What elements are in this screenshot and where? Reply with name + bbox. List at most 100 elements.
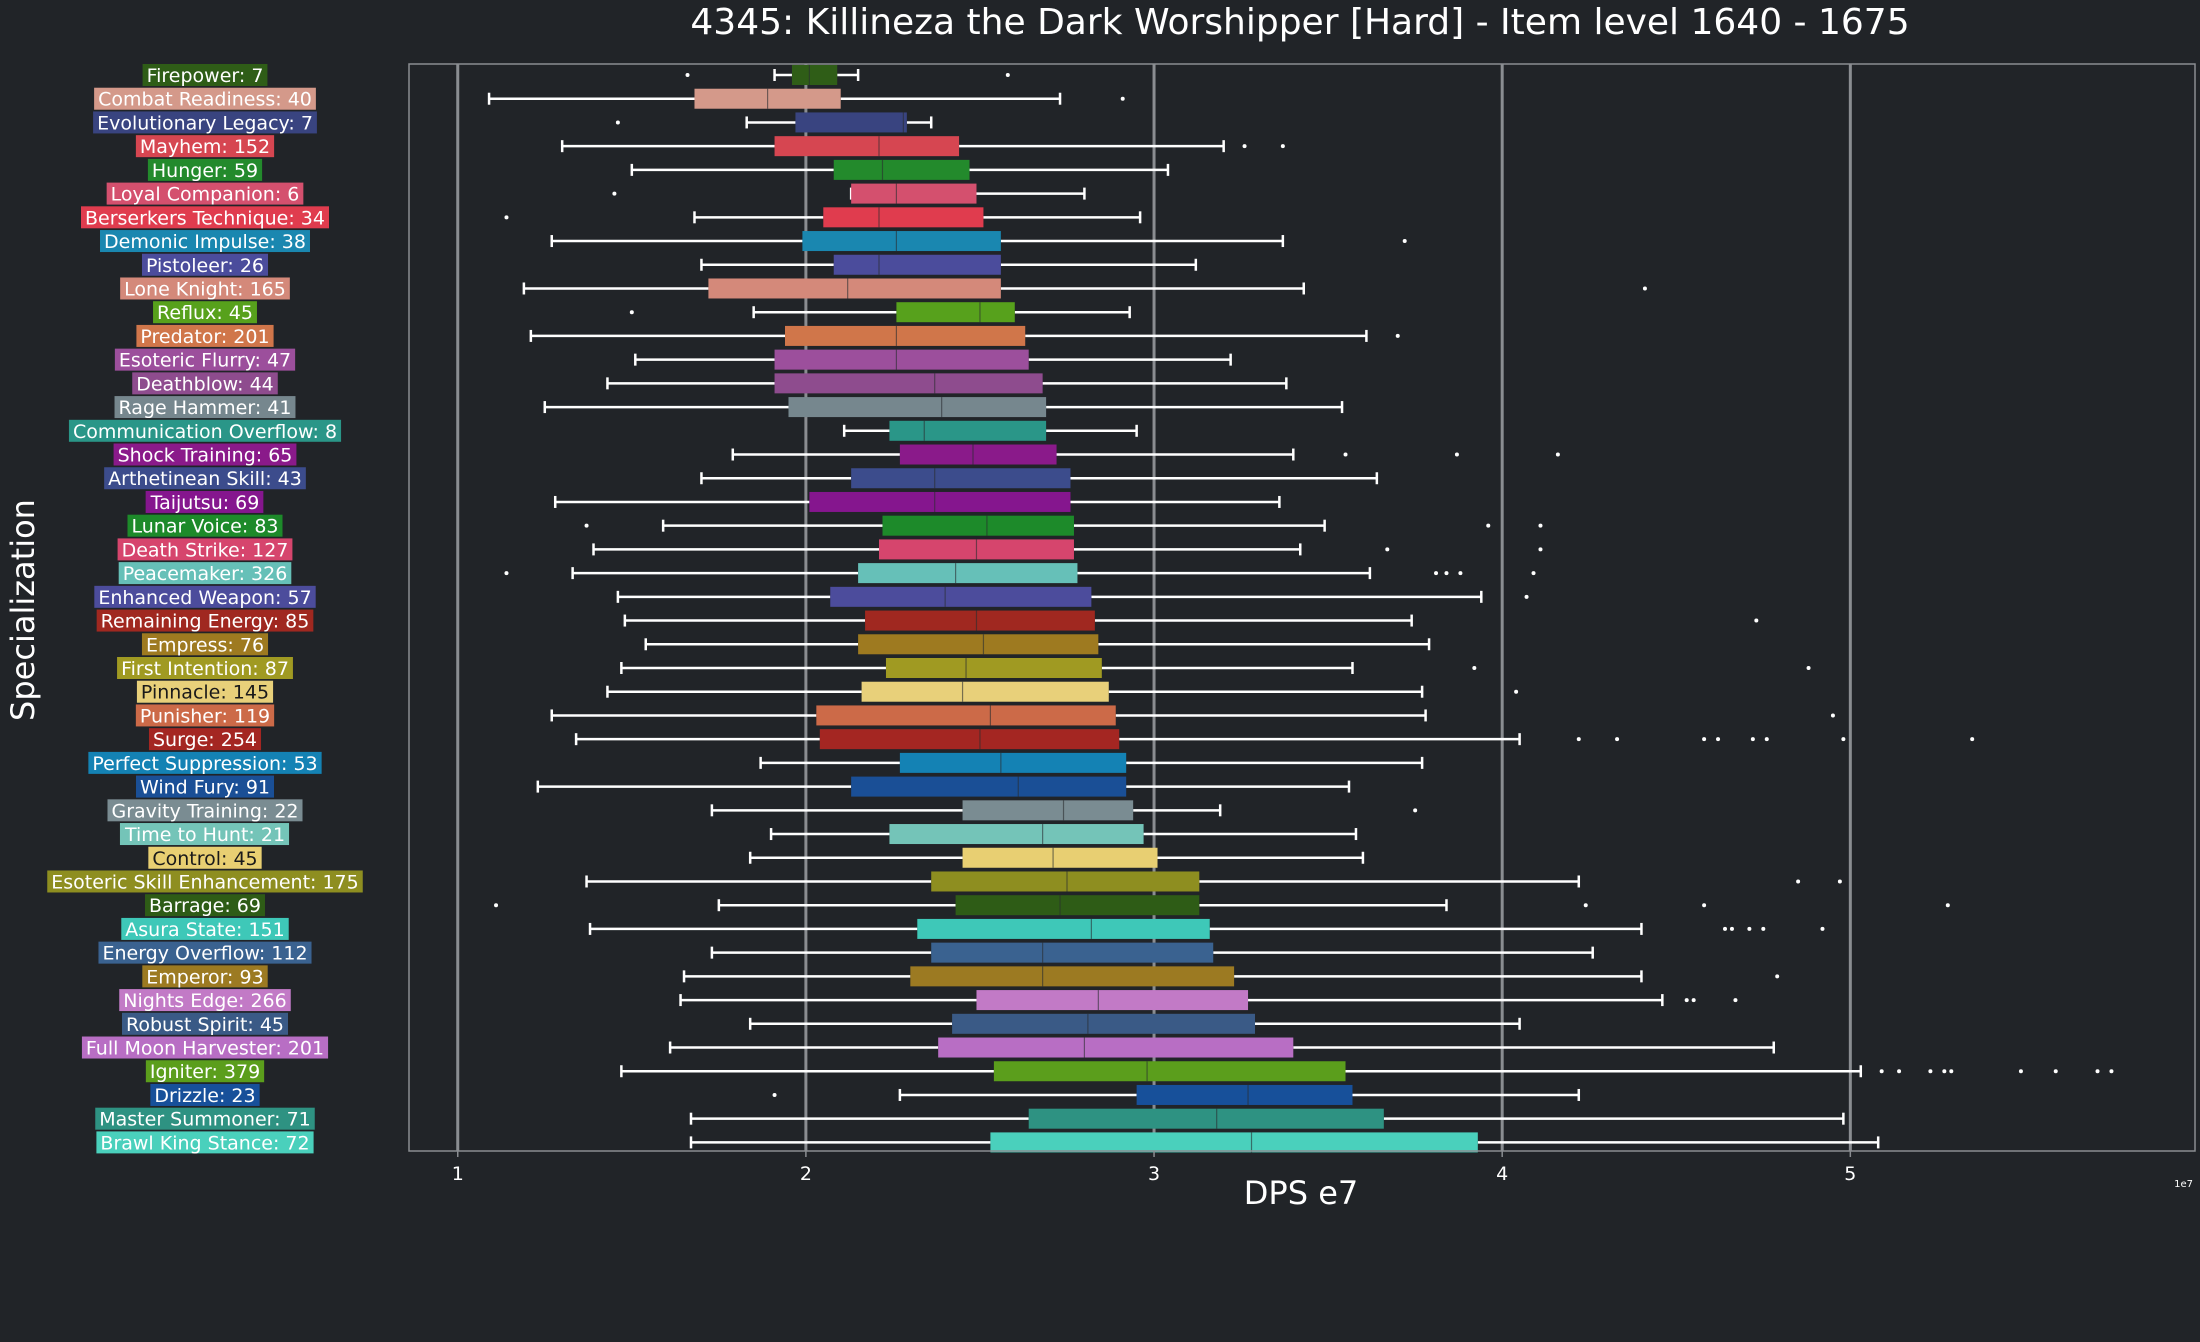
spec-label-text: Pinnacle: 145 [141, 682, 269, 704]
outlier-point [504, 215, 509, 220]
spec-label-text: Remaining Energy: 85 [101, 611, 310, 633]
spec-label-background [153, 301, 257, 324]
box-group [606, 681, 1519, 702]
box-group [748, 1013, 1521, 1034]
spec-label-text: Reflux: 45 [157, 302, 253, 324]
box-iqr [802, 231, 1001, 252]
spec-label: Mayhem: 152 [135, 135, 275, 158]
plot-frame [408, 63, 2196, 1152]
spec-label: Robust Spirit: 45 [121, 1012, 289, 1036]
spec-label: Peacemaker: 326 [118, 562, 292, 585]
spec-label-text: Arthetinean Skill: 43 [108, 468, 302, 490]
box-iqr [882, 515, 1074, 536]
box-group [644, 634, 1431, 655]
spec-label: Lunar Voice: 83 [127, 514, 283, 538]
spec-label-background [106, 182, 304, 205]
outlier-point [1402, 239, 1407, 244]
spec-label: Communication Overflow: 8 [68, 419, 342, 443]
outlier-point [1684, 998, 1689, 1003]
box-iqr [962, 800, 1134, 821]
outlier-point [1723, 926, 1727, 931]
box-group [748, 847, 1365, 868]
outlier-point [1434, 571, 1439, 576]
box-iqr [788, 397, 1047, 418]
box-group [616, 586, 1529, 607]
spec-label: Pistoleer: 26 [141, 253, 269, 277]
outlier-point [1280, 144, 1285, 149]
box-group [543, 397, 1344, 418]
box-iqr [1028, 1108, 1384, 1129]
spec-label-background [96, 1131, 314, 1154]
outlier-point [1486, 523, 1491, 528]
spec-label-background [135, 135, 275, 158]
box-group [634, 349, 1232, 370]
x-offset-label: 1e7 [2174, 1179, 2193, 1190]
spec-label-text: Lunar Voice: 83 [131, 516, 278, 538]
spec-label: Igniter: 379 [145, 1060, 265, 1083]
spec-label-background [127, 514, 283, 537]
x-tick-layer: 1 2 3 4 5 [452, 1151, 1856, 1185]
spec-label-text: Communication Overflow: 8 [73, 421, 337, 443]
spec-label-background [136, 324, 274, 347]
spec-label: Lone Knight: 165 [120, 277, 290, 300]
spec-label-text: Peacemaker: 326 [123, 563, 288, 585]
outlier-point [1729, 926, 1734, 931]
box-group [710, 800, 1418, 821]
box-iqr [990, 1132, 1478, 1153]
box-iqr [851, 183, 977, 204]
spec-label-text: Nights Edge: 266 [123, 990, 287, 1012]
box-iqr [962, 847, 1158, 868]
spec-label: Pinnacle: 145 [136, 680, 274, 704]
spec-label-background [148, 728, 262, 751]
spec-label-background [142, 965, 268, 988]
box-group [487, 88, 1125, 109]
spec-label-background [121, 1012, 289, 1035]
outlier-point [1524, 594, 1529, 599]
spec-label-background [121, 917, 289, 940]
box-group [550, 705, 1835, 726]
spec-label-text: Predator: 201 [140, 326, 269, 348]
box-iqr [785, 325, 1026, 346]
spec-label: Nights Edge: 266 [119, 989, 291, 1012]
spec-label-background [119, 989, 291, 1012]
box-group [629, 302, 1131, 323]
spec-label-text: Perfect Suppression: 53 [92, 753, 317, 775]
x-tick-label: 3 [1148, 1163, 1160, 1185]
spec-label-background [147, 158, 263, 181]
spec-label-background [94, 585, 316, 608]
spec-label-text: Barrage: 69 [149, 895, 261, 917]
spec-label-text: Robust Spirit: 45 [126, 1014, 284, 1036]
spec-label-background [98, 941, 312, 964]
spec-label-background [95, 1107, 315, 1130]
spec-label-text: Esoteric Skill Enhancement: 175 [51, 871, 359, 893]
outlier-point [1538, 523, 1543, 528]
spec-label-text: Time to Hunt: 21 [124, 824, 285, 846]
spec-label-text: Master Summoner: 71 [99, 1109, 311, 1131]
box-group [612, 183, 1086, 204]
spec-label-text: Berserkers Technique: 34 [85, 207, 325, 229]
box-iqr [809, 491, 1071, 512]
box-iqr [889, 824, 1144, 845]
spec-label: Surge: 254 [148, 728, 262, 751]
box-group [584, 515, 1543, 536]
outlier-point [1385, 547, 1390, 552]
spec-label-background [136, 680, 274, 703]
x-axis-label: DPS e7 [1244, 1174, 1358, 1212]
spec-label: Demonic Impulse: 38 [100, 230, 310, 253]
x-tick-label: 1 [452, 1163, 464, 1185]
outlier-point [1702, 903, 1707, 908]
spec-label: Death Strike: 127 [117, 538, 293, 561]
spec-label: Barrage: 69 [145, 894, 265, 917]
spec-label: Full Moon Harvester: 201 [81, 1036, 329, 1060]
outlier-point [1837, 879, 1842, 884]
outlier-point [1841, 737, 1846, 742]
spec-label-text: Wind Fury: 91 [140, 777, 270, 799]
outlier-point [612, 191, 617, 196]
box-group [606, 373, 1288, 394]
spec-label-text: Shock Training: 65 [118, 445, 293, 467]
outlier-point [1120, 96, 1125, 101]
spec-label-background [141, 633, 269, 656]
outlier-point [1413, 808, 1418, 813]
box-group [536, 776, 1351, 797]
spec-label-text: Asura State: 151 [125, 919, 284, 941]
